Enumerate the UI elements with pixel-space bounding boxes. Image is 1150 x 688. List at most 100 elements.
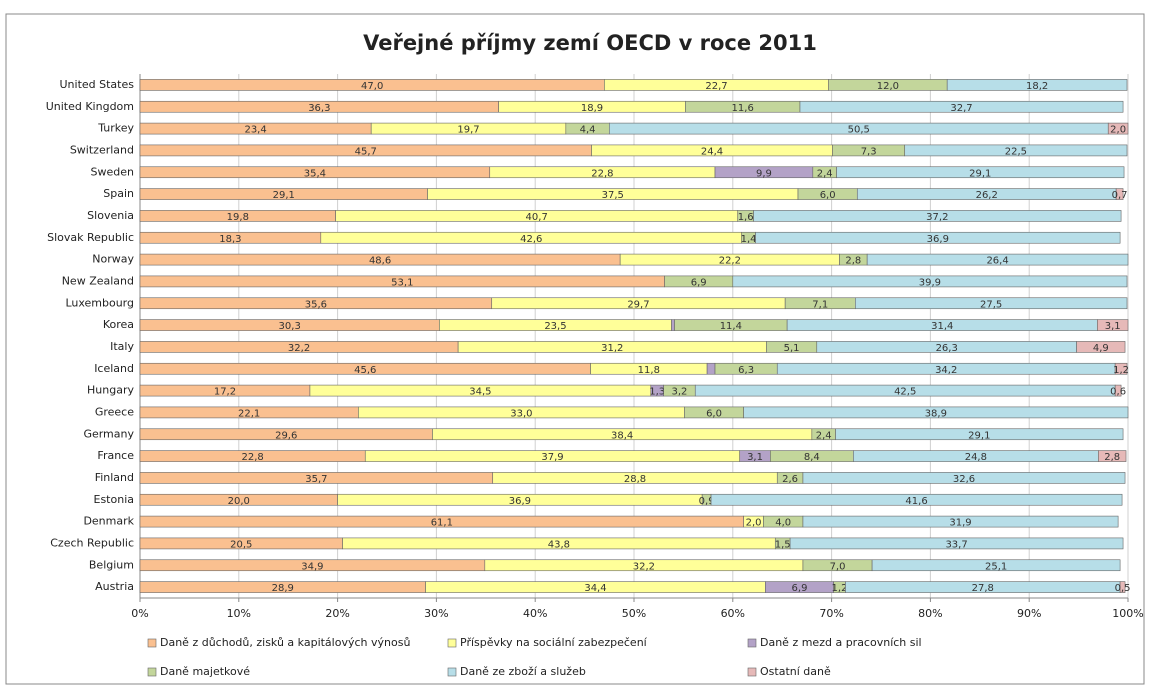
data-label: 22,7 [705,81,727,92]
bar-segment [855,297,1128,310]
data-label: 23,5 [544,321,566,332]
data-label: 26,2 [976,190,998,201]
data-label: 3,2 [671,387,687,398]
data-label: 24,8 [965,452,987,463]
y-tick-label: Belgium [89,558,134,571]
x-tick-label: 40% [523,607,547,620]
data-label: 42,5 [894,387,916,398]
data-label: 0,6 [1110,387,1126,398]
data-label: 6,9 [691,277,707,288]
y-tick-label: Austria [95,580,134,593]
data-label: 0,5 [1115,583,1131,594]
y-tick-label: Denmark [83,515,134,528]
x-tick-label: 100% [1112,607,1143,620]
data-label: 37,9 [541,452,563,463]
y-tick-label: Greece [95,405,134,418]
y-tick-label: Slovenia [87,209,134,222]
data-label: 40,7 [526,212,548,223]
data-label: 20,5 [230,539,252,550]
bar-segment [866,253,1129,266]
data-label: 36,9 [509,496,531,507]
data-label: 26,3 [936,343,958,354]
data-label: 33,7 [945,539,967,550]
data-label: 32,6 [953,474,975,485]
data-label: 2,0 [1110,125,1126,136]
data-label: 0,7 [1112,190,1128,201]
data-label: 37,2 [926,212,948,223]
legend-swatch [147,667,157,677]
data-label: 3,1 [747,452,763,463]
data-label: 2,4 [817,168,833,179]
legend-label: Příspěvky na sociální zabezpečení [460,636,648,649]
data-label: 39,9 [919,277,941,288]
data-label: 50,5 [848,125,870,136]
data-label: 6,0 [820,190,836,201]
data-label: 32,7 [950,103,972,114]
legend-label: Daně z důchodů, zisků a kapitálových výn… [160,636,410,649]
data-label: 43,8 [548,539,570,550]
bar-segment [1097,319,1129,331]
data-label: 25,1 [985,561,1007,572]
y-tick-label: Spain [103,187,134,200]
bar-segment [802,472,1126,484]
bar-segment [1115,188,1124,200]
data-label: 22,2 [719,256,741,267]
legend-swatch [747,638,757,648]
bar-segment [1114,362,1128,375]
data-label: 11,4 [720,321,742,332]
x-tick-label: 10% [227,607,251,620]
data-label: 22,1 [238,408,260,419]
bar-segment [836,166,1125,179]
data-label: 23,4 [244,125,266,136]
legend-label: Ostatní daně [760,665,831,678]
data-label: 8,4 [804,452,820,463]
data-label: 32,2 [288,343,310,354]
data-label: 1,2 [832,583,848,594]
bar-segment [1114,384,1122,397]
x-tick-label: 50% [622,607,646,620]
data-label: 0,9 [699,496,715,507]
data-label: 38,9 [925,408,947,419]
chart-title: Veřejné příjmy zemí OECD v roce 2011 [363,31,817,55]
data-label: 45,6 [354,365,376,376]
data-label: 31,9 [949,518,971,529]
data-label: 18,3 [219,234,241,245]
y-tick-label: Italy [110,340,134,353]
bar-segment [1119,581,1126,593]
y-tick-label: Luxembourg [65,296,134,309]
y-tick-label: United Kingdom [46,100,134,113]
y-tick-label: United States [60,78,135,91]
data-label: 2,8 [845,256,861,267]
data-label: 6,3 [738,365,754,376]
y-tick-label: Switzerland [70,143,134,156]
legend-label: Daně z mezd a pracovních sil [760,636,922,649]
data-label: 19,8 [227,212,249,223]
data-label: 18,2 [1026,81,1048,92]
y-tick-label: Germany [83,427,134,440]
data-label: 20,0 [228,496,250,507]
data-label: 34,9 [301,561,323,572]
data-label: 61,1 [431,518,453,529]
data-label: 9,9 [756,168,772,179]
data-label: 2,4 [816,430,832,441]
y-tick-label: Norway [92,253,134,266]
y-tick-label: Korea [103,318,134,331]
data-label: 42,6 [520,234,542,245]
data-label: 35,6 [305,299,327,310]
y-tick-label: Slovak Republic [47,231,134,244]
bar-segment [789,537,1124,550]
data-label: 1,2 [1113,365,1129,376]
y-tick-label: Turkey [97,122,134,135]
legend-label: Daně majetkové [160,665,250,678]
data-label: 5,1 [784,343,800,354]
data-label: 12,0 [877,81,899,92]
x-tick-label: 0% [131,607,148,620]
data-label: 45,7 [355,146,377,157]
data-label: 22,8 [591,168,613,179]
data-label: 4,4 [580,125,596,136]
bar-segment [1107,122,1129,135]
data-label: 3,1 [1105,321,1121,332]
data-label: 29,1 [969,168,991,179]
bar-segment [671,319,675,331]
